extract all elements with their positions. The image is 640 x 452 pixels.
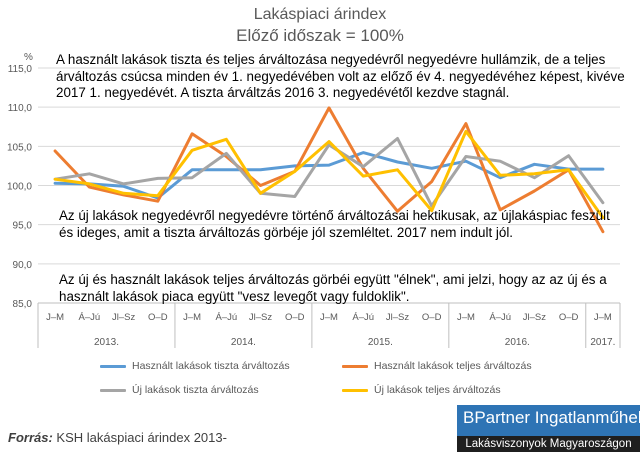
source-text: KSH lakáspiaci árindex 2013- [52,430,227,445]
legend-label: Használt lakások tiszta árváltozás [132,360,290,372]
chart-title: Lakáspiaci árindex [253,6,387,23]
x-tick-label: O–D [422,312,442,323]
chart-subtitle: Előző időszak = 100% [236,26,404,45]
x-tick-label: Á–Jú [79,312,101,323]
annotation-used-homes: A használt lakások tiszta és teljes árvá… [56,52,625,100]
legend-item-hasznalt-tiszta: Használt lakások tiszta árváltozás [100,360,290,372]
x-tick-label: Á–Jú [352,312,374,323]
legend-swatch [100,364,126,368]
legend-label: Használt lakások teljes árváltozás [374,360,532,372]
x-tick-label: Jl–Sz [112,312,135,323]
year-label: 2016. [505,337,530,348]
legend-swatch [342,364,368,368]
series-line-uj-tiszta [53,137,605,208]
legend-item-uj-teljes: Új lakások teljes árváltozás [342,384,501,396]
source-note: Forrás: KSH lakáspiaci árindex 2013- [8,430,227,445]
annotation-new-homes: Az új lakások negyedévről negyedévre tör… [59,208,610,240]
y-unit-label: % [24,52,33,63]
legend-swatch [342,388,368,392]
x-tick-label: J–M [594,312,612,323]
series-lines [53,106,605,234]
y-tick-label: 115,0 [8,64,33,75]
year-label: 2015. [368,337,393,348]
legend-item-uj-tiszta: Új lakások tiszta árváltozás [100,384,259,396]
x-tick-label: J–M [320,312,338,323]
year-label: 2014. [231,337,256,348]
x-tick-label: J–M [183,312,201,323]
x-tick-label: Á–Jú [489,312,511,323]
y-tick-label: 105,0 [7,142,32,153]
y-tick-label: 90,0 [13,260,33,271]
x-tick-label: Jl–Sz [386,312,409,323]
brand-tagline: Lakásviszonyok Magyaroszágon [457,436,640,452]
y-tick-label: 85,0 [13,299,33,310]
x-tick-label: J–M [457,312,475,323]
x-tick-label: J–M [46,312,64,323]
y-tick-label: 100,0 [7,182,32,193]
legend-swatch [100,388,126,392]
legend-label: Új lakások teljes árváltozás [374,384,501,396]
x-tick-label: Jl–Sz [523,312,546,323]
x-tick-label: O–D [559,312,579,323]
series-line-uj-teljes [53,129,605,220]
brand-logo: BPartner Ingatlanműhely Lakásviszonyok M… [457,405,640,452]
annotation-combined: Az új és használt lakások teljes árválto… [59,272,607,304]
x-tick-label: Jl–Sz [249,312,272,323]
brand-name: BPartner Ingatlanműhely [463,408,640,427]
x-tick-label: Á–Jú [215,312,237,323]
legend-label: Új lakások tiszta árváltozás [132,384,259,396]
legend-item-hasznalt-teljes: Használt lakások teljes árváltozás [342,360,532,372]
tick-labels: 85,0 90,0 95,0 100,0 105,0 110,0 115,0% J–M Á–Jú… [7,52,615,348]
series-line-hasznalt-teljes [53,106,605,234]
y-tick-label: 110,0 [8,103,33,114]
year-label: 2013. [94,337,119,348]
year-label: 2017. [590,337,615,348]
axes [37,302,621,348]
y-tick-label: 95,0 [13,221,33,232]
source-label: Forrás: [8,430,53,445]
x-tick-label: O–D [148,312,168,323]
x-tick-label: O–D [285,312,305,323]
